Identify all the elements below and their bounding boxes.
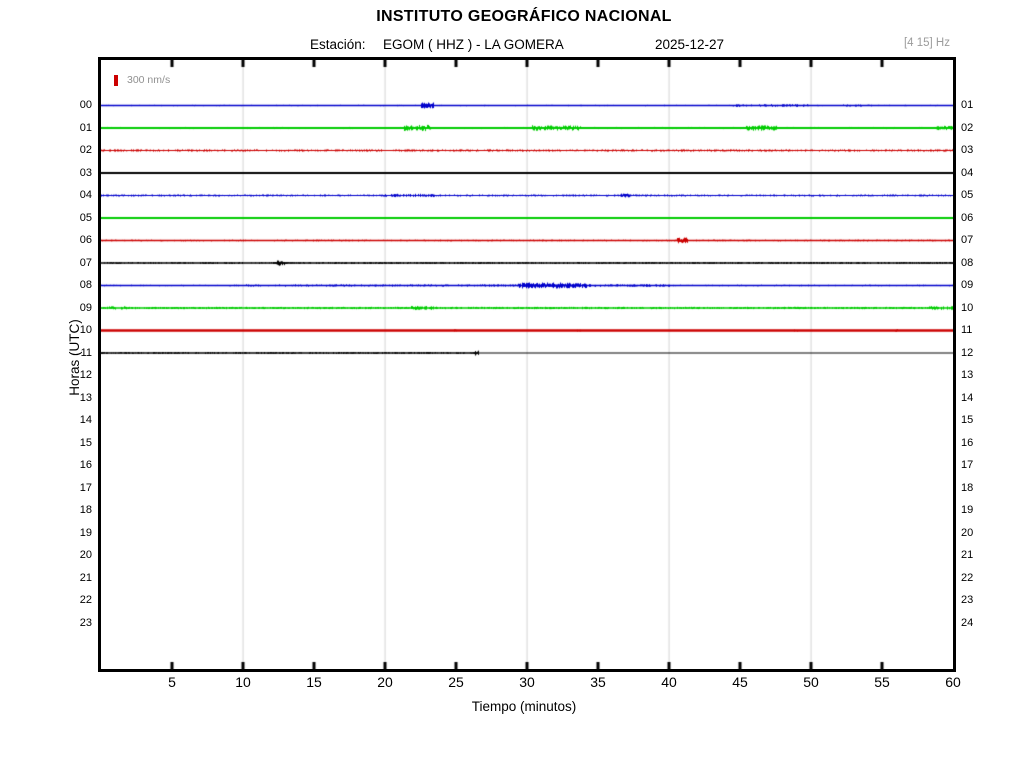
hour-label-right: 12	[961, 346, 974, 359]
hour-label-left: 15	[79, 436, 92, 449]
x-tick-label: 20	[377, 674, 393, 690]
seismogram-plot-area: 300 nm/s	[98, 57, 956, 672]
hour-label-left: 09	[79, 301, 92, 314]
hour-label-right: 23	[961, 594, 974, 606]
hour-label-right: 18	[961, 481, 974, 494]
hour-label-left: 03	[79, 166, 92, 179]
hour-label-right: 03	[961, 144, 974, 156]
hour-label-left: 00	[79, 99, 92, 111]
hour-label-right: 22	[961, 571, 974, 584]
hour-label-right: 11	[961, 324, 973, 336]
hour-label-right: 14	[961, 391, 974, 404]
x-tick-label: 30	[519, 674, 535, 690]
hour-label-right: 19	[961, 504, 974, 516]
hour-label-left: 11	[80, 346, 92, 359]
station-value: EGOM ( HHZ ) - LA GOMERA	[383, 37, 564, 52]
hour-label-right: 15	[961, 414, 974, 426]
hour-label-left: 20	[79, 549, 92, 561]
filter-band-label: [4 15] Hz	[903, 37, 950, 49]
hour-label-left: 23	[79, 616, 92, 629]
x-tick-label: 25	[448, 674, 464, 690]
x-tick-label: 45	[732, 674, 748, 690]
hour-label-left: 22	[79, 594, 92, 606]
hour-label-left: 05	[79, 211, 92, 224]
hour-label-right: 13	[961, 369, 974, 381]
hour-label-left: 16	[79, 459, 92, 471]
station-label: Estación:	[310, 37, 366, 52]
x-tick-label: 50	[803, 674, 819, 690]
hour-label-left: 04	[79, 189, 92, 201]
page-title: INSTITUTO GEOGRÁFICO NACIONAL	[376, 8, 672, 25]
hour-label-right: 05	[961, 189, 974, 201]
hour-label-left: 08	[79, 279, 92, 291]
hour-label-right: 17	[961, 459, 974, 471]
hour-label-right: 20	[961, 526, 974, 539]
date-label: 2025-12-27	[655, 37, 725, 52]
hour-label-left: 01	[79, 121, 92, 134]
hour-label-left: 12	[79, 369, 92, 381]
x-tick-label: 60	[945, 674, 961, 690]
subtitle-row: Estación: EGOM ( HHZ ) - LA GOMERA 2025-…	[0, 37, 1024, 55]
hour-label-right: 10	[961, 301, 974, 314]
hour-label-right: 01	[961, 99, 974, 111]
x-tick-label: 55	[874, 674, 890, 690]
hour-label-left: 19	[79, 526, 92, 539]
x-tick-label: 5	[168, 674, 176, 690]
x-axis-title: Tiempo (minutos)	[471, 699, 577, 714]
hour-label-left: 07	[79, 256, 92, 269]
x-tick-label: 10	[235, 674, 251, 690]
hour-label-right: 21	[961, 549, 974, 561]
hour-label-left: 13	[79, 391, 92, 404]
hour-label-right: 04	[961, 166, 974, 179]
hour-label-left: 17	[79, 481, 92, 494]
seismogram-canvas	[101, 60, 953, 669]
hour-label-right: 24	[961, 616, 974, 629]
hour-label-left: 18	[79, 504, 92, 516]
x-tick-label: 15	[306, 674, 322, 690]
hour-label-right: 06	[961, 211, 974, 224]
hour-label-right: 09	[961, 279, 974, 291]
hour-label-left: 06	[79, 234, 92, 246]
x-tick-label: 35	[590, 674, 606, 690]
hour-label-left: 02	[79, 144, 92, 156]
hour-label-right: 08	[961, 256, 974, 269]
hour-label-left: 21	[79, 571, 92, 584]
hour-label-left: 14	[79, 414, 92, 426]
hour-label-right: 16	[961, 436, 974, 449]
hour-label-right: 02	[961, 121, 974, 134]
x-tick-label: 40	[661, 674, 677, 690]
hour-label-right: 07	[961, 234, 974, 246]
amplitude-scale-label: 300 nm/s	[127, 74, 171, 86]
hour-label-left: 10	[79, 324, 92, 336]
amplitude-scale-marker	[114, 75, 118, 86]
